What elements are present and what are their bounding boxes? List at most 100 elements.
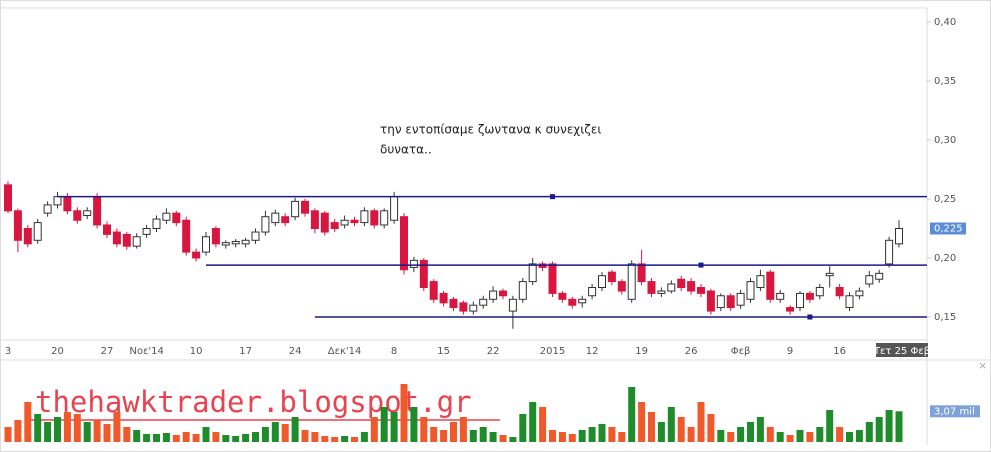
candle-body	[360, 210, 369, 224]
volume-bar	[34, 414, 42, 442]
volume-bar	[598, 424, 606, 442]
x-tick-label: 17	[239, 346, 252, 357]
close-button[interactable]: ×	[978, 359, 987, 372]
candle-body	[499, 290, 507, 297]
volume-bar	[331, 437, 339, 442]
candle-body	[231, 240, 240, 245]
candle-body	[617, 281, 626, 292]
candle-body	[637, 263, 646, 283]
candle-body	[330, 222, 339, 230]
volume-bar	[687, 427, 695, 442]
x-tick-label: 2015	[540, 346, 565, 357]
volume-bar	[370, 417, 378, 442]
volume-bar	[499, 435, 507, 442]
candle-body	[885, 239, 894, 265]
candle-body	[271, 212, 280, 224]
volume-bar	[786, 435, 794, 442]
y-tick-label: 0,25	[934, 194, 956, 205]
candle-body	[211, 228, 220, 245]
candle-body	[568, 298, 577, 306]
x-tick-label: Τετ 25 Φεβ	[873, 346, 930, 357]
candle-body	[33, 222, 42, 241]
candle-body	[182, 219, 191, 253]
candle-body	[489, 290, 498, 300]
candle-body	[756, 275, 765, 289]
volume-bar	[766, 427, 774, 442]
x-tick-label: 9	[787, 346, 793, 357]
candle-body	[251, 231, 260, 241]
y-tick-label: 0,20	[934, 253, 956, 264]
volume-bar	[628, 387, 636, 442]
candle-body	[162, 212, 171, 221]
x-tick-label: 12	[586, 346, 599, 357]
x-tick-label: 20	[51, 346, 64, 357]
annotation: την εντοπίσαμε ζωντανα κ συνεχιζει	[380, 123, 601, 137]
candle-body	[657, 290, 666, 294]
last-price-label: 0,225	[934, 224, 963, 235]
candle-body	[459, 302, 468, 312]
volume-bar	[143, 434, 151, 442]
candle-body	[796, 292, 804, 309]
volume-bar	[717, 430, 725, 442]
volume-bar	[360, 432, 368, 442]
volume-bar	[806, 432, 814, 442]
candle-body	[439, 292, 448, 304]
candle-body	[875, 272, 884, 280]
volume-bar	[291, 417, 299, 442]
candle-body	[83, 210, 92, 217]
x-tick-label: 16	[833, 346, 846, 357]
volume-bar	[172, 435, 180, 442]
volume-bar	[73, 414, 81, 442]
volume-bar	[123, 427, 131, 442]
volume-bar	[657, 422, 665, 442]
candle-body	[518, 281, 527, 300]
candle-body	[142, 228, 151, 235]
volume-bar	[895, 411, 903, 442]
x-tick-label: 26	[685, 346, 698, 357]
volume-bar	[261, 427, 269, 442]
volume-bar	[380, 407, 388, 442]
volume-bar	[816, 427, 824, 442]
candle-body	[340, 219, 349, 226]
volume-bar	[44, 422, 52, 442]
candle-body	[578, 298, 587, 304]
candle-body	[548, 263, 557, 294]
candle-body	[835, 287, 844, 297]
volume-bar	[450, 422, 457, 442]
annotation: δυνατα..	[380, 143, 432, 157]
candle-body	[122, 233, 131, 247]
candle-body	[390, 196, 399, 221]
volume-bar	[202, 427, 210, 442]
y-tick-label: 0,30	[934, 135, 956, 146]
volume-bar	[410, 407, 418, 442]
candle-body	[786, 307, 795, 312]
volume-bar	[420, 417, 428, 442]
volume-bar	[93, 420, 101, 442]
candle-body	[4, 184, 12, 212]
volume-bar	[232, 436, 240, 442]
candle-body	[776, 292, 785, 300]
volume-bar	[747, 422, 754, 442]
volume-bar	[697, 402, 705, 442]
x-tick-label: Φεβ	[731, 346, 751, 357]
volume-bar	[796, 430, 804, 442]
volume-bar	[648, 412, 655, 442]
candle-body	[607, 271, 616, 283]
candle-body	[63, 196, 72, 212]
volume-bar	[4, 427, 12, 442]
candle-body	[716, 295, 725, 309]
candle-body	[508, 298, 517, 312]
x-tick-label: 15	[437, 346, 450, 357]
volume-bar	[83, 422, 91, 442]
candle-body	[687, 281, 696, 292]
candle-body	[53, 196, 62, 206]
candle-body	[93, 196, 102, 226]
volume-bar	[390, 412, 398, 442]
volume-bar	[855, 430, 863, 442]
y-tick-label: 0,40	[934, 17, 956, 28]
volume-bar	[707, 414, 715, 442]
candle-body	[598, 275, 606, 289]
candle-body	[202, 236, 210, 253]
candle-body	[647, 281, 656, 294]
volume-bar	[836, 427, 844, 442]
